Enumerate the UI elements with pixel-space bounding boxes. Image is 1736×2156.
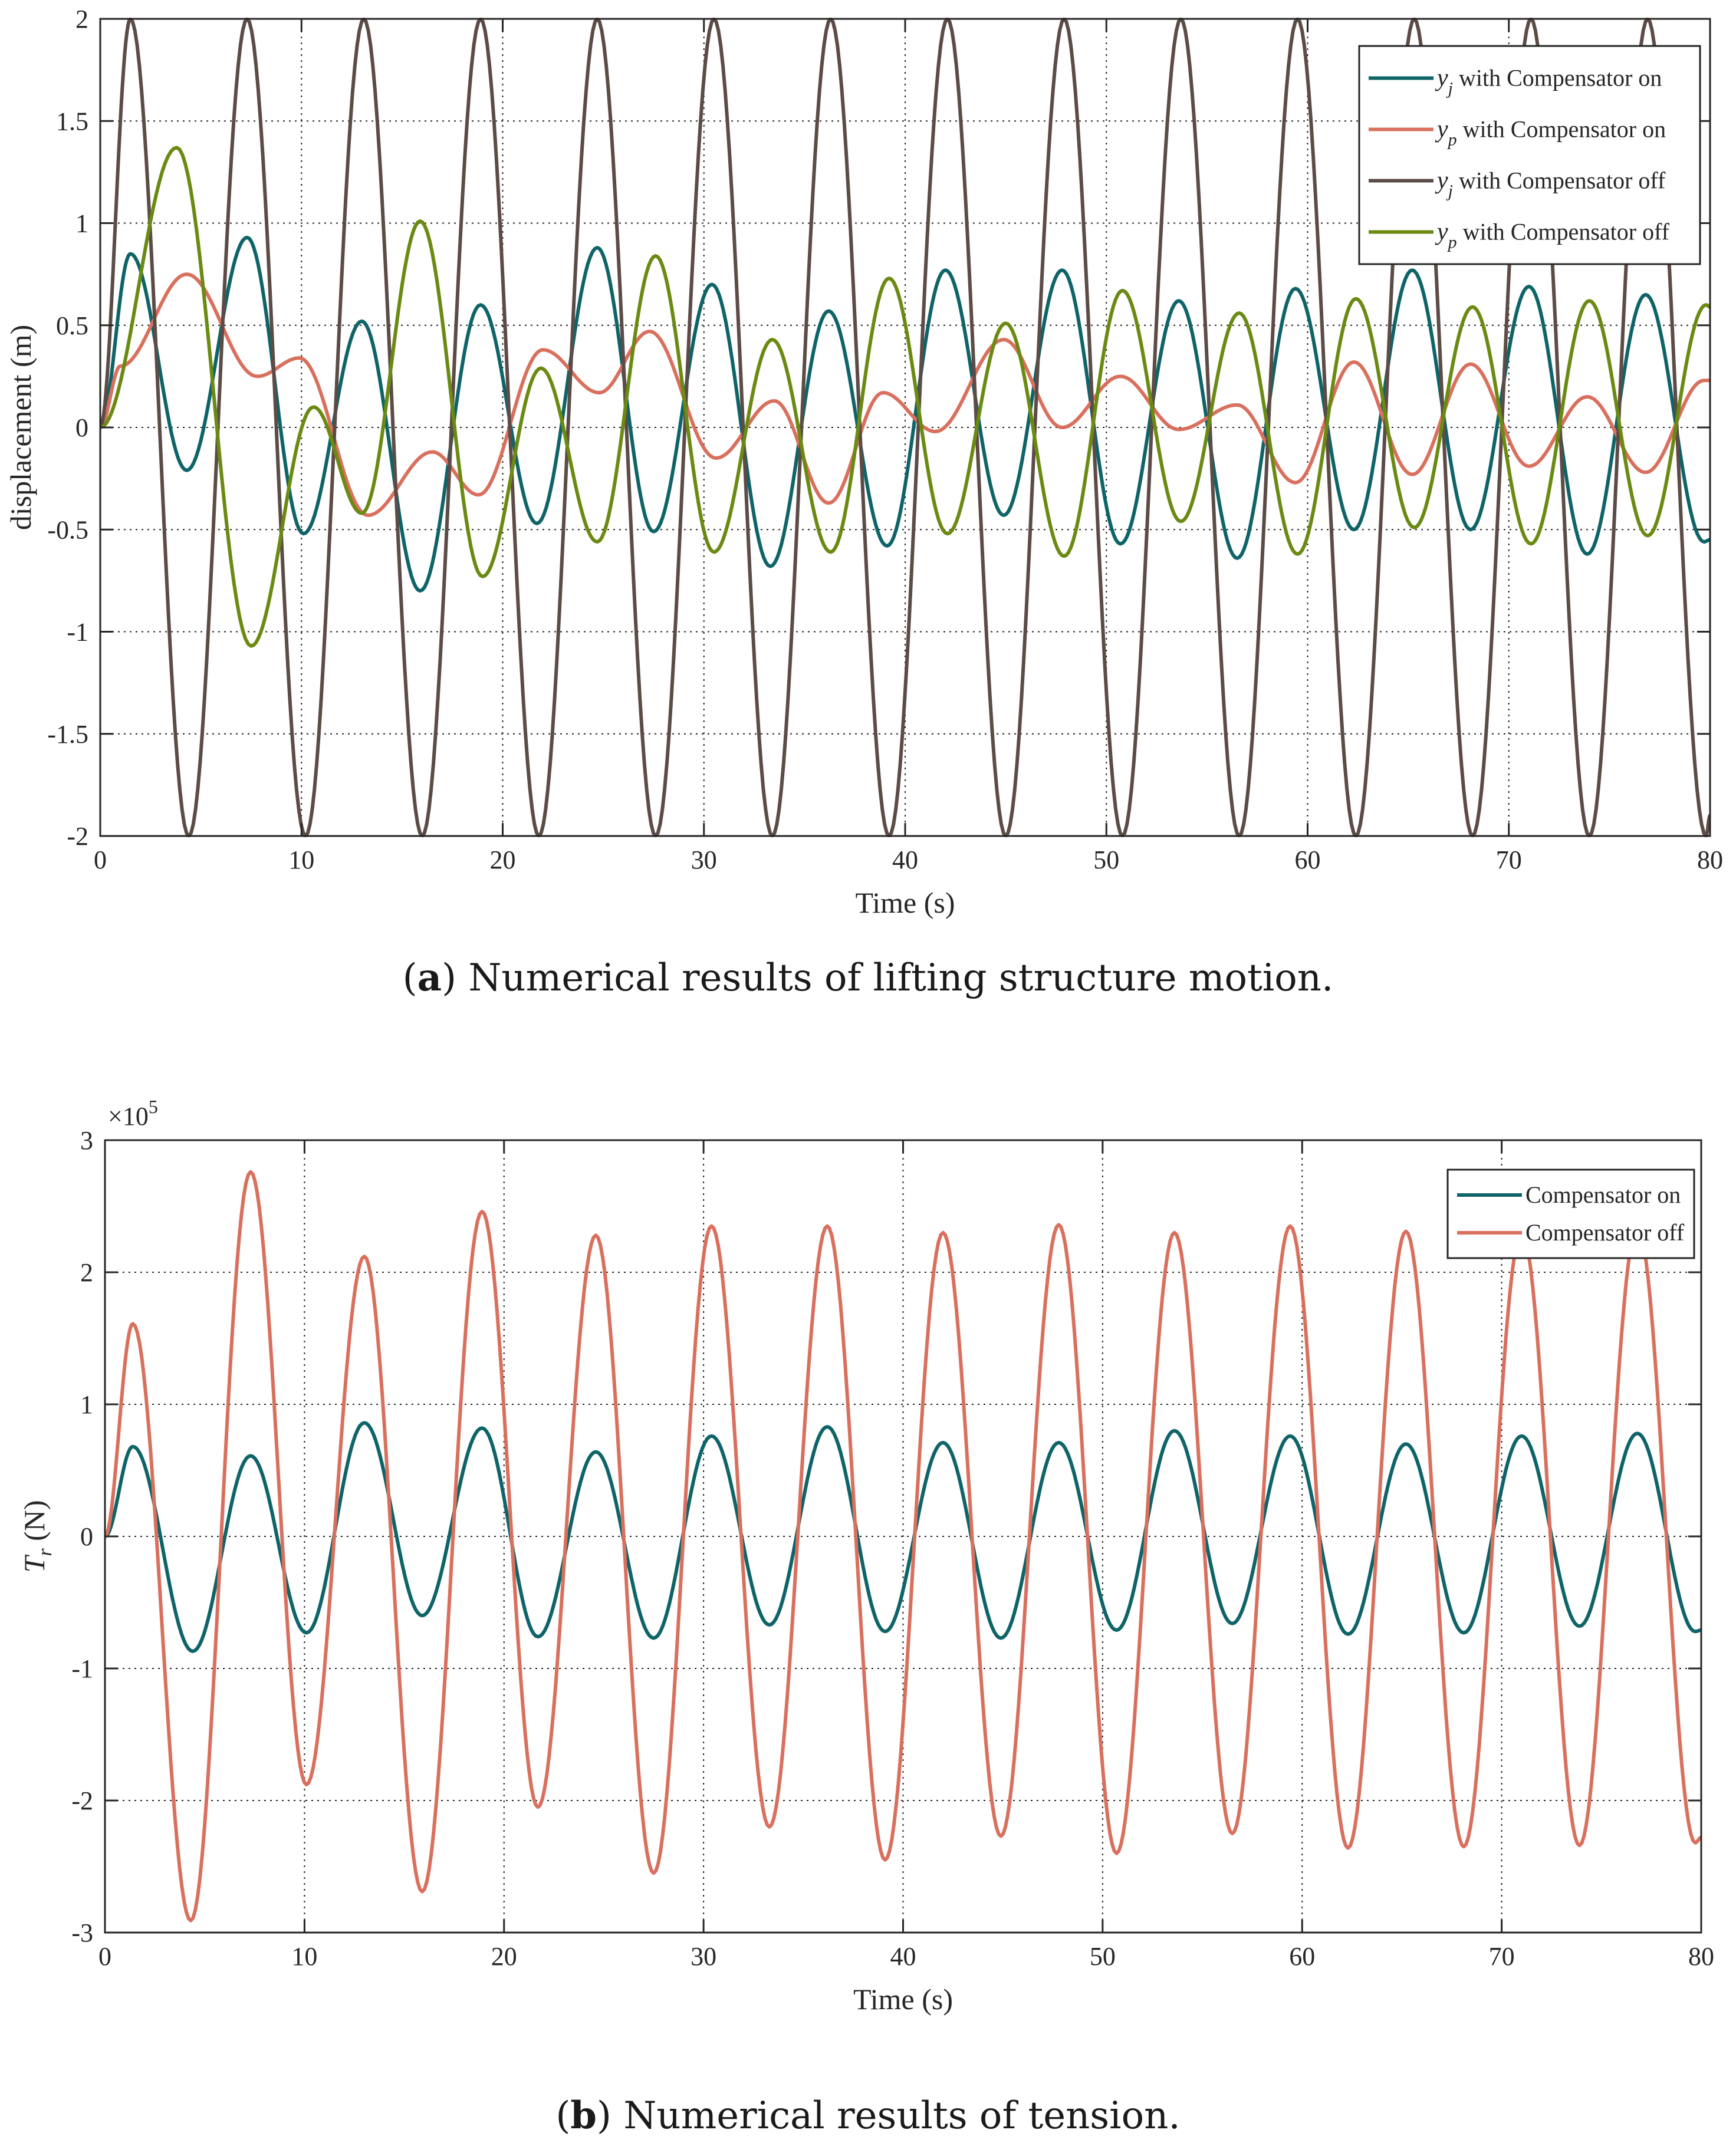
legend-label-1: Compensator on [1525,1181,1681,1208]
y-axis-label: displacement (m) [4,325,37,531]
legend-subscript: j [1446,79,1453,98]
legend-label-2: yp with Compensator on [1435,116,1666,150]
series-group [105,1170,1701,1923]
legend-text: with Compensator off [1457,219,1670,245]
y-tick-label: 1 [80,1390,93,1419]
y-tick-label: -2 [67,822,88,851]
y-tick-label: -2 [71,1786,93,1815]
x-tick-label: 0 [98,1942,111,1971]
y-axis-label-subscript: r [34,1548,56,1556]
y-tick-label: 0 [80,1522,93,1551]
y-tick-label: 1 [75,209,88,238]
x-axis-label: Time (s) [853,1983,953,2016]
x-tick-label: 0 [94,845,107,874]
y-axis-exponent-power: 5 [149,1096,158,1117]
legend-text: with Compensator on [1453,65,1662,91]
legend-text: with Compensator on [1457,116,1666,143]
x-tick-label: 40 [892,845,918,874]
caption-open-paren: ( [403,956,417,1000]
y-axis-label-symbol: T [18,1554,51,1572]
x-tick-label: 60 [1289,1942,1315,1971]
y-axis-exponent-base: ×10 [108,1102,149,1131]
x-tick-label: 70 [1489,1942,1515,1971]
legend-label-4: yp with Compensator off [1435,219,1670,252]
x-tick-label: 80 [1688,1942,1714,1971]
legend-label-2: Compensator off [1525,1219,1685,1246]
series-line-4 [100,146,1710,648]
x-tick-label: 10 [291,1942,317,1971]
y-axis-exponent: ×105 [108,1096,158,1131]
legend-label-1: yj with Compensator on [1435,65,1662,98]
y-tick-label: 0.5 [56,311,88,340]
series-line-1 [100,235,1710,593]
series-line-2 [100,272,1710,517]
x-tick-label: 50 [1090,1942,1116,1971]
legend-text: with Compensator off [1453,167,1666,194]
caption-letter: a [417,956,442,1000]
y-tick-label: -1.5 [47,720,88,749]
series-line-3 [100,18,1710,837]
panel-caption: (b) Numerical results of tension. [555,2094,1180,2138]
panel-a-lifting-structure-motion: 0 10 20 30 40 50 60 70 80 -2 -1.5 -1 -0.5 0 0.5 1 1.5 2 Ti… [4,5,1723,1000]
x-tick-label: 50 [1093,845,1119,874]
caption-text: ) Numerical results of tension. [597,2094,1181,2138]
caption-letter: b [570,2094,597,2138]
series-group [100,18,1710,837]
legend-subscript: p [1447,233,1457,252]
legend-subscript: j [1446,182,1453,201]
y-tick-label: 0 [75,413,88,442]
x-tick-label: 10 [288,845,314,874]
x-tick-label: 20 [490,845,516,874]
legend-symbol: y [1435,116,1448,143]
legend-symbol: y [1435,167,1448,195]
x-tick-label: 30 [691,845,717,874]
y-axis-label: Tr (N) [18,1500,56,1573]
x-tick-label: 60 [1295,845,1321,874]
y-tick-label: 2 [80,1258,93,1287]
caption-open-paren: ( [555,2094,570,2138]
legend-symbol: y [1435,219,1448,246]
series-line-2 [105,1170,1701,1923]
y-tick-label: -3 [71,1918,93,1947]
x-tick-label: 40 [890,1942,916,1971]
y-axis-label-unit: (N) [18,1500,51,1549]
legend-box [1358,45,1701,265]
x-axis-label: Time (s) [855,886,955,919]
y-tick-label: -1 [71,1654,93,1683]
panel-b-tension: 0 10 20 30 40 50 60 70 80 -3 -2 -1 0 1 2 3 Time (s) Tr (N… [18,1096,1714,2138]
legend-symbol: y [1435,65,1448,92]
legend-subscript: p [1447,130,1457,150]
legend: Compensator on Compensator off [1446,1168,1695,1259]
y-tick-label: 2 [75,5,88,34]
y-tick-label: 3 [80,1126,93,1155]
y-tick-label: -1 [67,618,88,647]
x-tick-label: 30 [691,1942,716,1971]
y-tick-label: -0.5 [47,515,88,544]
legend-label-3: yj with Compensator off [1435,167,1666,201]
y-tick-label: 1.5 [56,107,88,136]
legend-box [1446,1168,1695,1259]
caption-text: ) Numerical results of lifting structure… [442,956,1333,1000]
x-tick-label: 70 [1496,845,1522,874]
x-tick-label: 80 [1697,845,1723,874]
x-tick-label: 20 [491,1942,517,1971]
panel-caption: (a) Numerical results of lifting structu… [403,956,1334,1000]
